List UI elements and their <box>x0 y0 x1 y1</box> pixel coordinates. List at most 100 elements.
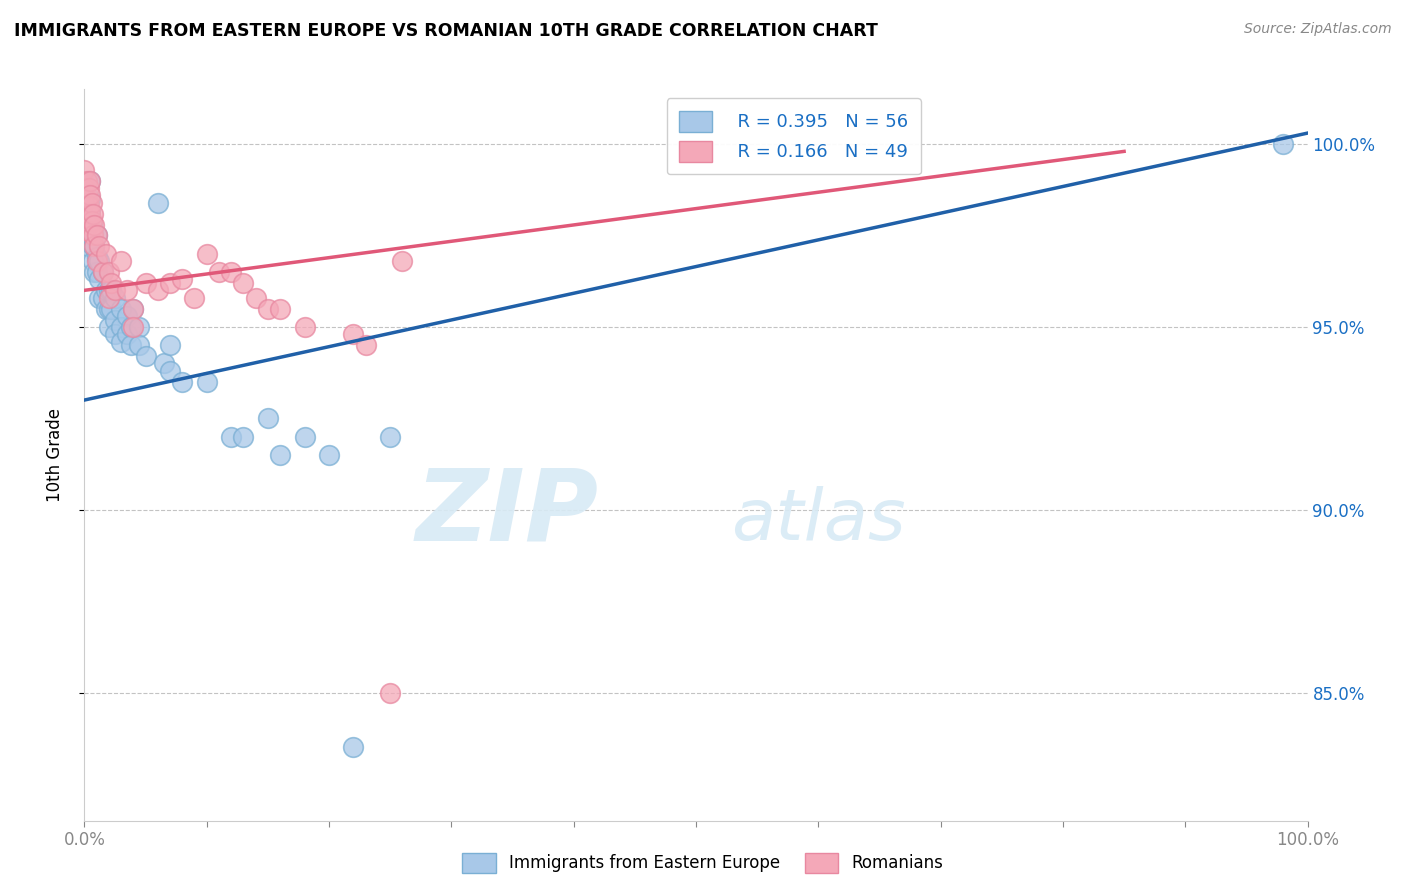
Point <box>79 192 101 206</box>
Point <box>80 195 103 210</box>
Point <box>245 291 267 305</box>
Y-axis label: 10th Grade: 10th Grade <box>45 408 63 502</box>
Point <box>86 228 108 243</box>
Point <box>146 195 169 210</box>
Point <box>82 228 104 243</box>
Point <box>82 206 104 220</box>
Point <box>77 181 100 195</box>
Point <box>100 276 122 290</box>
Point <box>380 685 402 699</box>
Point <box>120 338 142 352</box>
Point <box>104 312 127 326</box>
Point <box>91 265 114 279</box>
Point <box>232 429 254 443</box>
Point <box>79 173 101 187</box>
Point <box>86 251 108 265</box>
Point <box>122 301 145 316</box>
Point <box>115 283 138 297</box>
Point <box>97 319 120 334</box>
Point <box>82 254 104 268</box>
Point <box>79 225 101 239</box>
Point <box>135 349 157 363</box>
Point <box>79 206 101 220</box>
Point <box>79 173 101 187</box>
Point <box>86 228 108 243</box>
Point <box>122 301 145 316</box>
Point <box>269 448 291 462</box>
Point <box>153 356 176 370</box>
Point <box>100 301 122 316</box>
Point <box>128 338 150 352</box>
Point <box>110 319 132 334</box>
Point <box>80 214 103 228</box>
Point <box>232 276 254 290</box>
Point <box>159 276 181 290</box>
Point <box>73 195 96 210</box>
Point <box>195 375 218 389</box>
Point <box>79 188 101 202</box>
Point <box>110 301 132 316</box>
Point <box>76 206 98 220</box>
Point <box>73 181 96 195</box>
Point <box>104 291 127 305</box>
Legend: Immigrants from Eastern Europe, Romanians: Immigrants from Eastern Europe, Romanian… <box>456 847 950 880</box>
Point <box>82 225 104 239</box>
Point <box>380 429 402 443</box>
Point <box>97 301 120 316</box>
Point <box>91 291 114 305</box>
Point <box>91 265 114 279</box>
Point <box>87 291 110 305</box>
Point <box>86 254 108 268</box>
Point <box>86 265 108 279</box>
Point <box>80 218 103 232</box>
Text: ZIP: ZIP <box>415 465 598 562</box>
Point <box>73 162 96 177</box>
Legend:   R = 0.395   N = 56,   R = 0.166   N = 49: R = 0.395 N = 56, R = 0.166 N = 49 <box>666 98 921 174</box>
Point <box>1272 136 1295 151</box>
Point <box>172 272 194 286</box>
Point <box>96 301 118 316</box>
Point <box>122 319 145 334</box>
Point <box>87 239 110 253</box>
Point <box>83 239 105 253</box>
Point <box>76 192 98 206</box>
Point <box>183 291 205 305</box>
Point <box>120 319 142 334</box>
Point <box>83 239 105 253</box>
Point <box>391 254 413 268</box>
Point <box>318 448 340 462</box>
Point <box>83 265 105 279</box>
Point <box>87 272 110 286</box>
Point <box>269 301 291 316</box>
Point <box>97 265 120 279</box>
Point <box>76 173 98 187</box>
Point <box>104 283 127 297</box>
Point <box>79 202 101 217</box>
Point <box>135 276 157 290</box>
Point <box>100 283 122 297</box>
Point <box>219 429 242 443</box>
Point <box>159 338 181 352</box>
Point <box>97 291 120 305</box>
Point <box>128 319 150 334</box>
Point <box>87 254 110 268</box>
Point <box>83 218 105 232</box>
Text: IMMIGRANTS FROM EASTERN EUROPE VS ROMANIAN 10TH GRADE CORRELATION CHART: IMMIGRANTS FROM EASTERN EUROPE VS ROMANI… <box>14 22 877 40</box>
Point <box>77 218 100 232</box>
Point <box>110 254 132 268</box>
Point <box>77 199 100 213</box>
Point <box>195 246 218 260</box>
Point <box>294 319 316 334</box>
Point <box>342 327 364 342</box>
Point <box>257 301 280 316</box>
Point <box>146 283 169 297</box>
Point <box>115 309 138 323</box>
Point <box>342 740 364 755</box>
Point <box>219 265 242 279</box>
Point <box>104 327 127 342</box>
Point <box>159 364 181 378</box>
Point <box>110 334 132 349</box>
Point <box>97 283 120 297</box>
Point <box>96 246 118 260</box>
Point <box>294 429 316 443</box>
